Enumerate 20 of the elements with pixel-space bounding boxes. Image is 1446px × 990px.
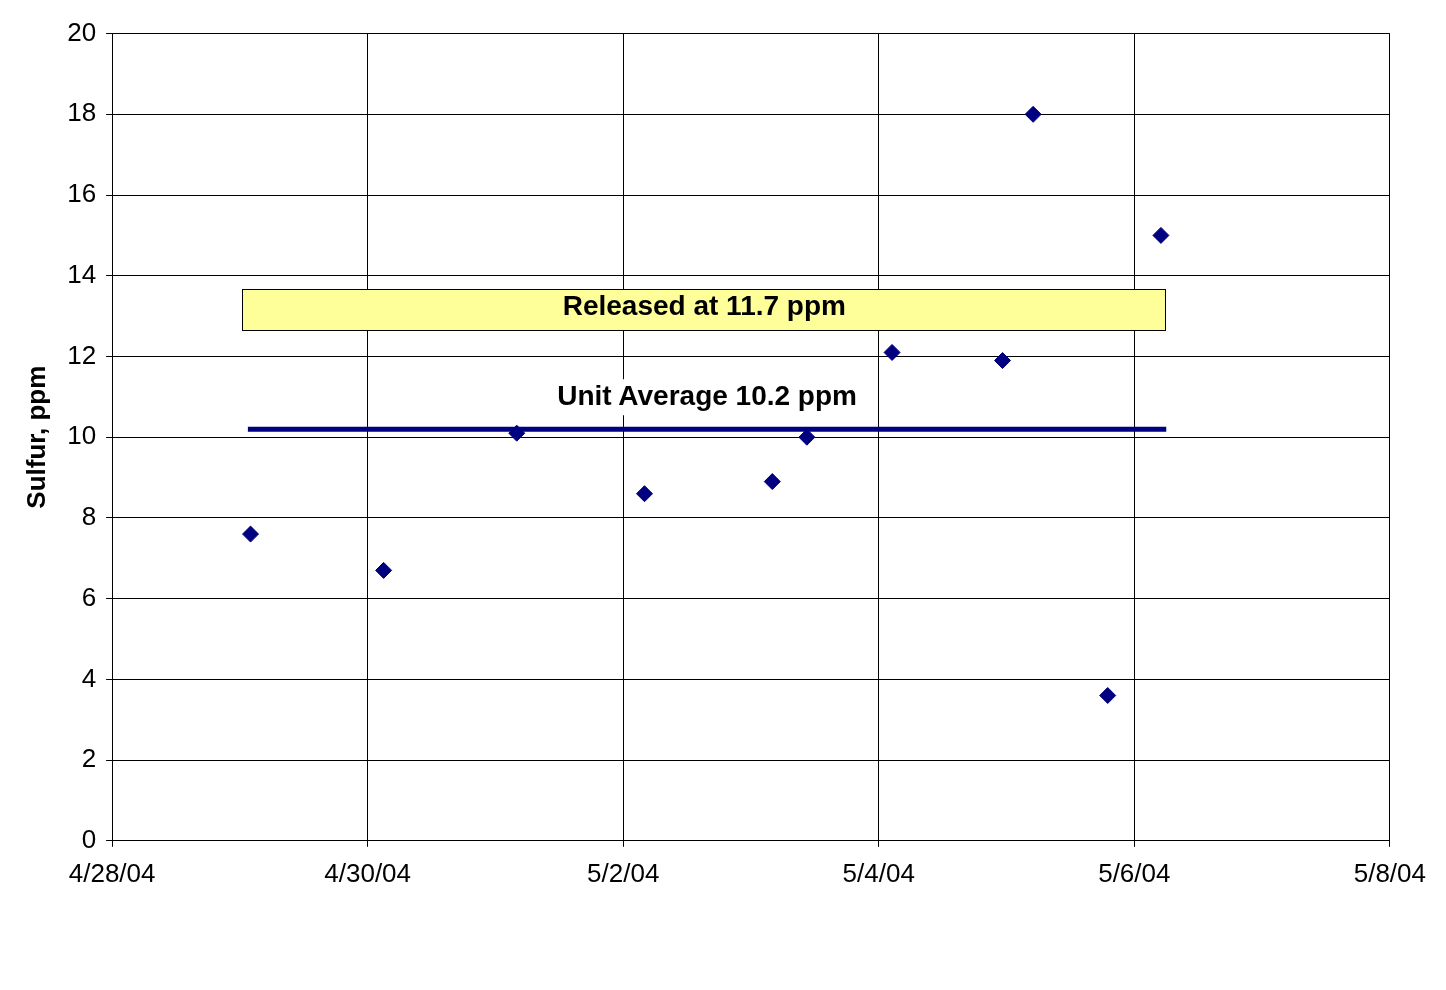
x-tick-label: 5/8/04 [1353,857,1426,888]
y-tick-label: 18 [67,97,97,128]
y-tick-label: 14 [67,258,97,289]
y-tick-label: 2 [81,743,97,774]
note-box: Released at 11.7 ppm [242,288,1167,331]
x-tick-label: 4/30/04 [324,857,412,888]
y-tick-label: 8 [81,501,97,532]
y-tick-label: 4 [81,662,97,693]
y-tick-label: 10 [67,420,97,451]
y-tick-label: 0 [81,823,97,854]
x-tick-label: 5/2/04 [587,857,660,888]
series-label: Unit Average 10.2 ppm [557,379,857,411]
x-tick-label: 5/4/04 [842,857,915,888]
y-tick-label: 20 [67,16,97,47]
x-tick-label: 4/28/04 [68,857,156,888]
y-tick-label: 6 [81,581,97,612]
x-tick-label: 5/6/04 [1098,857,1171,888]
y-tick-label: 16 [67,178,97,209]
y-tick-label: 12 [67,339,97,370]
y-axis-title: Sulfur, ppm [20,365,51,509]
